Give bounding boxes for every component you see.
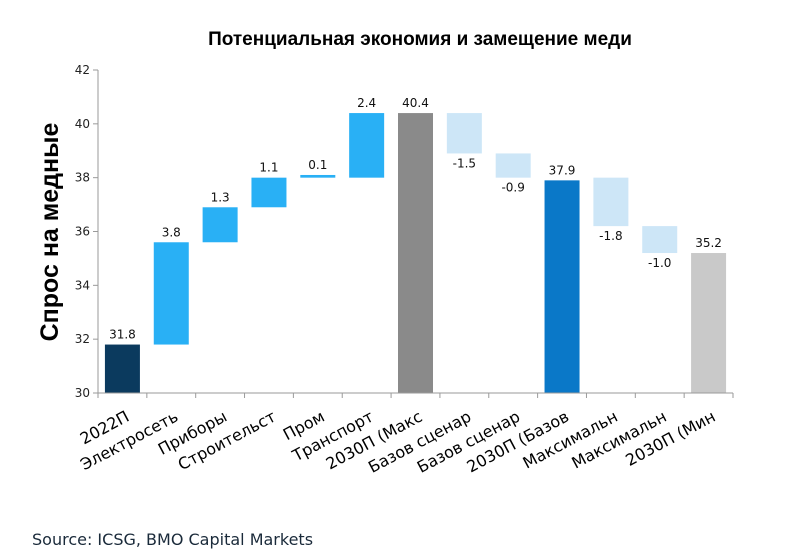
data-label: -0.9 <box>501 181 524 195</box>
bar-total <box>691 253 727 393</box>
y-tick-label: 34 <box>75 278 90 292</box>
data-label: -1.8 <box>599 229 622 243</box>
data-label: 3.8 <box>162 225 181 239</box>
bar-total <box>398 113 433 394</box>
data-label: -1.5 <box>453 156 476 170</box>
data-label: 1.1 <box>259 161 278 175</box>
y-tick-label: 42 <box>75 63 90 77</box>
y-axis-label: Спрос на медные <box>36 123 64 342</box>
y-tick-label: 38 <box>75 171 90 185</box>
bar-decrease <box>495 153 531 178</box>
data-label: -1.0 <box>648 256 671 270</box>
data-label: 2.4 <box>357 96 376 110</box>
bar-total <box>544 180 580 393</box>
bar-increase <box>300 174 336 178</box>
bar-increase <box>153 242 189 345</box>
y-tick-label: 30 <box>75 386 90 400</box>
bar-increase <box>349 113 385 178</box>
data-label: 1.3 <box>211 190 230 204</box>
bars-group: 31.8 3.8 1.3 1.1 0.1 2.4 40.4 -1.5 -0.9 37.9 -1.8 -… <box>104 96 727 394</box>
chart-title: Потенциальная экономия и замещение меди <box>208 29 632 50</box>
data-label: 37.9 <box>549 163 576 177</box>
data-label: 0.1 <box>308 158 327 172</box>
bar-decrease <box>446 113 482 154</box>
data-label: 31.8 <box>109 328 136 342</box>
y-axis: 30 32 34 36 38 40 42 <box>75 63 99 400</box>
y-tick-label: 36 <box>75 225 90 239</box>
y-tick-label: 32 <box>75 332 90 346</box>
bar-total <box>104 344 140 393</box>
data-label: 40.4 <box>402 96 429 110</box>
bar-increase <box>202 207 238 243</box>
bar-increase <box>251 177 287 208</box>
bar-decrease <box>593 177 629 227</box>
bar-decrease <box>642 226 678 254</box>
y-tick-label: 40 <box>75 117 90 131</box>
source-note: Source: ICSG, BMO Capital Markets <box>32 530 314 549</box>
data-label: 35.2 <box>695 236 722 250</box>
